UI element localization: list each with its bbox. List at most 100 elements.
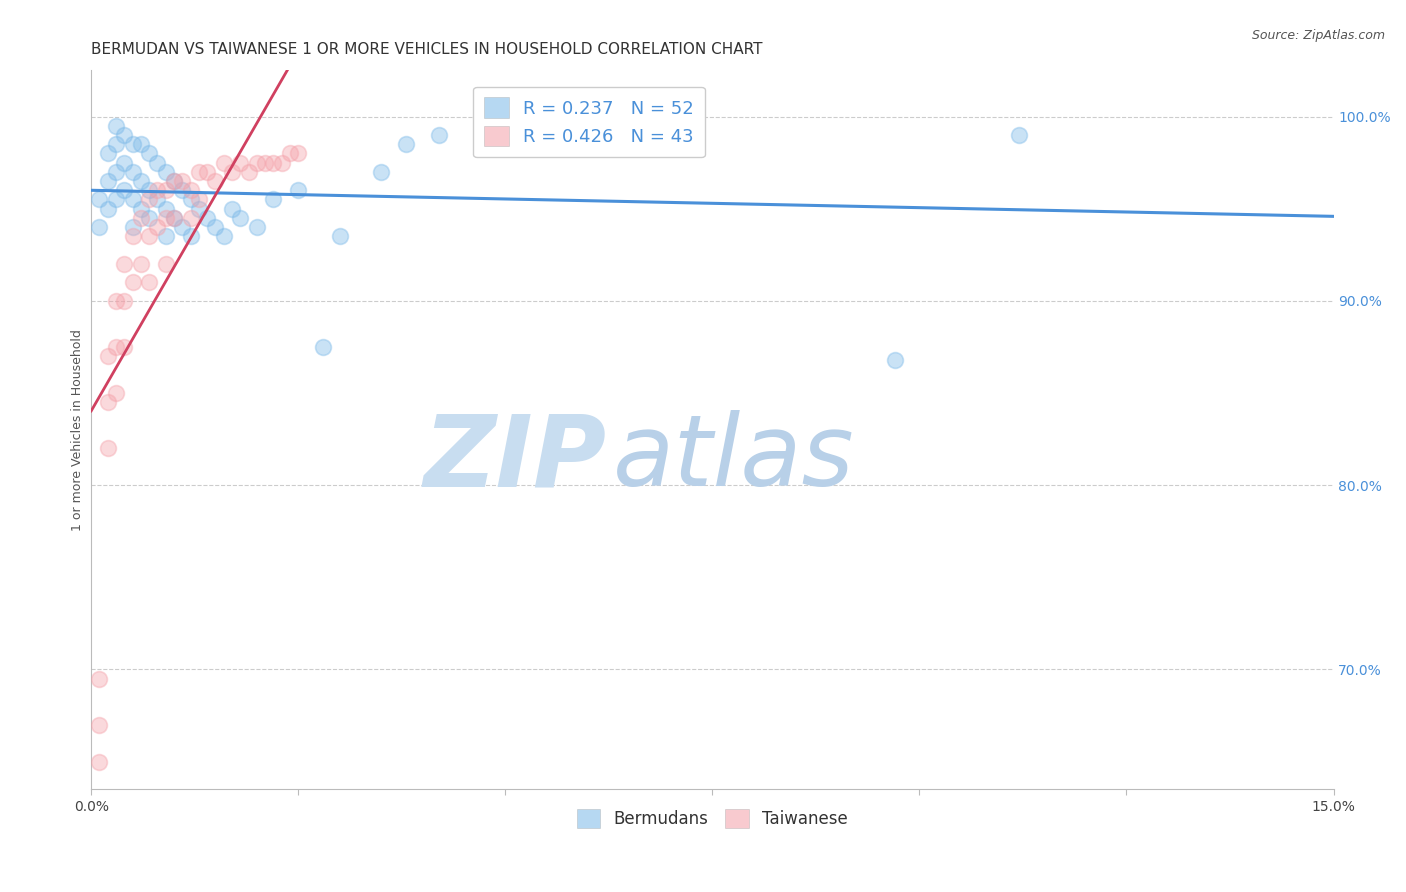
Point xyxy=(395,137,418,152)
Point xyxy=(97,442,120,456)
Point xyxy=(146,155,169,169)
Point xyxy=(180,193,202,207)
Point xyxy=(112,128,135,142)
Point xyxy=(138,276,160,290)
Point xyxy=(129,211,152,225)
Text: atlas: atlas xyxy=(613,410,855,507)
Point xyxy=(89,755,111,769)
Point xyxy=(883,352,905,367)
Point xyxy=(121,229,143,244)
Point xyxy=(105,340,128,354)
Point xyxy=(195,165,218,179)
Point xyxy=(195,211,218,225)
Y-axis label: 1 or more Vehicles in Household: 1 or more Vehicles in Household xyxy=(72,329,84,531)
Point xyxy=(112,155,135,169)
Point xyxy=(121,165,143,179)
Point xyxy=(187,193,209,207)
Point xyxy=(138,183,160,197)
Point xyxy=(97,349,120,363)
Text: BERMUDAN VS TAIWANESE 1 OR MORE VEHICLES IN HOUSEHOLD CORRELATION CHART: BERMUDAN VS TAIWANESE 1 OR MORE VEHICLES… xyxy=(91,42,762,57)
Point xyxy=(105,165,128,179)
Point xyxy=(155,202,177,216)
Point xyxy=(138,211,160,225)
Point xyxy=(427,128,450,142)
Point xyxy=(105,293,128,308)
Point xyxy=(221,202,243,216)
Point xyxy=(254,155,277,169)
Text: ZIP: ZIP xyxy=(423,410,607,507)
Point xyxy=(229,155,252,169)
Point xyxy=(155,183,177,197)
Point xyxy=(89,672,111,686)
Point xyxy=(97,146,120,161)
Point xyxy=(105,137,128,152)
Point xyxy=(1008,128,1031,142)
Point xyxy=(112,257,135,271)
Point xyxy=(172,220,194,235)
Point xyxy=(129,137,152,152)
Point xyxy=(163,211,186,225)
Point xyxy=(478,137,501,152)
Point xyxy=(155,257,177,271)
Point xyxy=(89,220,111,235)
Point xyxy=(89,717,111,731)
Point xyxy=(180,183,202,197)
Point xyxy=(262,155,284,169)
Point xyxy=(105,386,128,401)
Point xyxy=(146,193,169,207)
Point xyxy=(221,165,243,179)
Point xyxy=(129,174,152,188)
Point xyxy=(105,193,128,207)
Point xyxy=(112,340,135,354)
Point xyxy=(146,220,169,235)
Point xyxy=(180,229,202,244)
Point xyxy=(155,229,177,244)
Point xyxy=(163,174,186,188)
Point xyxy=(187,202,209,216)
Point xyxy=(270,155,292,169)
Point xyxy=(97,174,120,188)
Point xyxy=(593,137,616,152)
Point xyxy=(155,165,177,179)
Point xyxy=(155,211,177,225)
Point xyxy=(204,174,226,188)
Point xyxy=(121,193,143,207)
Point xyxy=(97,395,120,409)
Point xyxy=(278,146,301,161)
Point xyxy=(246,155,269,169)
Point xyxy=(97,202,120,216)
Point xyxy=(163,211,186,225)
Point xyxy=(129,257,152,271)
Point xyxy=(112,293,135,308)
Legend: Bermudans, Taiwanese: Bermudans, Taiwanese xyxy=(571,802,855,835)
Point xyxy=(129,202,152,216)
Point xyxy=(187,165,209,179)
Point xyxy=(105,119,128,133)
Point xyxy=(262,193,284,207)
Point xyxy=(121,220,143,235)
Text: Source: ZipAtlas.com: Source: ZipAtlas.com xyxy=(1251,29,1385,42)
Point xyxy=(172,183,194,197)
Point xyxy=(312,340,335,354)
Point xyxy=(287,183,309,197)
Point xyxy=(229,211,252,225)
Point xyxy=(287,146,309,161)
Point xyxy=(246,220,269,235)
Point xyxy=(212,155,235,169)
Point xyxy=(121,276,143,290)
Point xyxy=(138,229,160,244)
Point xyxy=(112,183,135,197)
Point xyxy=(146,183,169,197)
Point xyxy=(121,137,143,152)
Point xyxy=(138,193,160,207)
Point xyxy=(89,193,111,207)
Point xyxy=(370,165,392,179)
Point xyxy=(212,229,235,244)
Point xyxy=(204,220,226,235)
Point xyxy=(172,174,194,188)
Point xyxy=(329,229,352,244)
Point xyxy=(180,211,202,225)
Point xyxy=(138,146,160,161)
Point xyxy=(238,165,260,179)
Point xyxy=(163,174,186,188)
